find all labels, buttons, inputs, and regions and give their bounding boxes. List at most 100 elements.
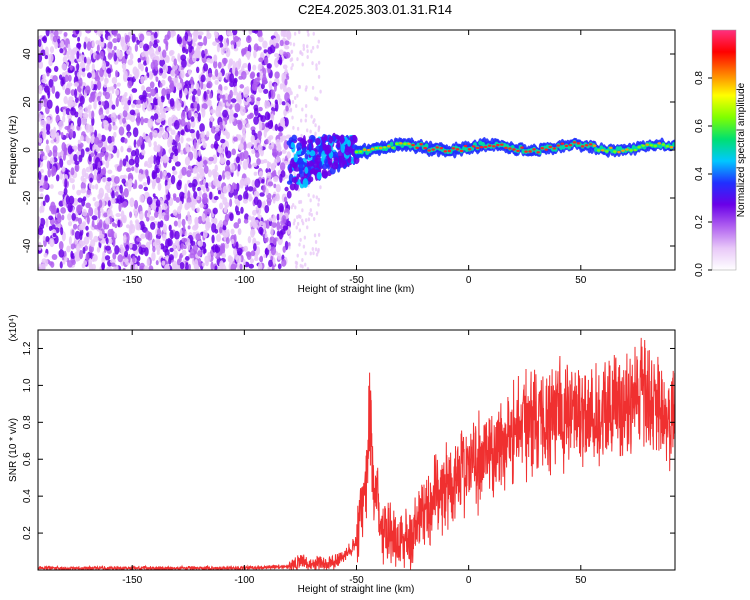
- noise-dot: [80, 148, 85, 158]
- signal-peak: [637, 146, 641, 149]
- noise-dot: [273, 57, 280, 68]
- noise-dot: [209, 191, 213, 200]
- noise-dot: [253, 190, 260, 199]
- noise-dot: [164, 34, 170, 41]
- noise-dot: [100, 134, 106, 142]
- noise-dot: [270, 89, 276, 100]
- noise-dot: [264, 204, 270, 214]
- noise-dot: [91, 63, 95, 72]
- noise-dot: [184, 255, 190, 261]
- noise-dot: [111, 222, 116, 227]
- noise-dot: [312, 216, 316, 221]
- noise-dot: [200, 137, 206, 143]
- noise-dot: [153, 141, 157, 147]
- noise-dot: [137, 255, 141, 262]
- noise-dot: [266, 62, 272, 69]
- noise-dot: [60, 40, 65, 49]
- noise-dot: [140, 233, 146, 239]
- signal-peak: [532, 148, 536, 151]
- noise-dot: [184, 31, 189, 42]
- noise-dot: [99, 230, 103, 236]
- noise-dot: [288, 103, 291, 108]
- noise-dot: [146, 257, 150, 267]
- noise-dot: [197, 258, 202, 268]
- noise-dot: [187, 69, 192, 76]
- noise-dot: [114, 191, 119, 197]
- noise-dot: [97, 165, 102, 174]
- noise-dot: [110, 262, 116, 267]
- noise-dot: [167, 237, 171, 247]
- transition-blob: [308, 142, 312, 152]
- noise-dot: [298, 30, 301, 35]
- noise-dot: [268, 144, 274, 150]
- noise-dot: [170, 174, 176, 185]
- noise-dot: [177, 211, 182, 221]
- noise-dot: [156, 228, 162, 237]
- noise-dot: [258, 221, 264, 226]
- signal-peak: [447, 149, 452, 153]
- signal-peak: [395, 142, 399, 146]
- signal-peak: [419, 143, 423, 146]
- noise-dot: [78, 224, 84, 231]
- noise-dot: [247, 163, 252, 169]
- transition-blob: [340, 143, 346, 153]
- noise-dot: [66, 82, 73, 87]
- transition-blob: [322, 163, 328, 170]
- noise-dot: [139, 210, 144, 221]
- signal-peak: [645, 143, 649, 146]
- noise-dot: [139, 41, 145, 49]
- noise-dot: [210, 143, 215, 149]
- noise-dot: [230, 239, 235, 245]
- noise-dot: [159, 68, 164, 74]
- noise-dot: [158, 206, 163, 216]
- x-tick-label: -50: [349, 575, 364, 586]
- noise-dot: [205, 221, 210, 231]
- noise-dot: [79, 54, 86, 63]
- transition-blob: [304, 153, 309, 160]
- noise-dot: [271, 221, 277, 229]
- noise-dot: [258, 226, 264, 235]
- noise-dot: [177, 174, 183, 180]
- noise-dot: [173, 250, 178, 259]
- noise-dot: [99, 50, 105, 60]
- noise-dot: [152, 245, 156, 253]
- y-tick-label: 0.2: [22, 526, 33, 540]
- noise-dot: [48, 78, 54, 88]
- noise-dot: [200, 131, 205, 139]
- noise-dot: [69, 177, 75, 184]
- noise-dot: [306, 54, 309, 59]
- noise-dot: [83, 41, 87, 50]
- noise-dot: [82, 177, 87, 184]
- noise-dot: [202, 185, 206, 193]
- noise-dot: [67, 202, 73, 213]
- noise-dot: [281, 149, 287, 154]
- noise-dot: [302, 244, 306, 249]
- noise-dot: [148, 93, 152, 98]
- noise-dot: [80, 117, 87, 126]
- noise-dot: [169, 98, 175, 107]
- noise-dot: [159, 112, 166, 121]
- noise-dot: [201, 262, 206, 267]
- noise-dot: [64, 178, 68, 188]
- y-tick-label: 0.8: [22, 415, 33, 429]
- noise-dot: [90, 80, 94, 90]
- noise-dot: [148, 141, 152, 148]
- noise-dot: [62, 55, 68, 64]
- noise-dot: [78, 106, 83, 116]
- noise-dot: [100, 37, 104, 43]
- noise-dot: [214, 228, 219, 234]
- noise-dot: [158, 126, 165, 134]
- noise-dot: [42, 35, 48, 44]
- noise-dot: [134, 43, 139, 52]
- noise-dot: [186, 169, 192, 178]
- signal-peak: [403, 142, 407, 146]
- noise-dot: [177, 52, 181, 62]
- noise-dot: [122, 109, 128, 118]
- noise-dot: [42, 129, 47, 140]
- noise-dot: [301, 264, 304, 269]
- noise-dot: [83, 56, 87, 64]
- noise-dot: [44, 258, 49, 267]
- noise-dot: [294, 103, 298, 108]
- noise-dot: [301, 107, 304, 112]
- noise-dot: [174, 69, 180, 75]
